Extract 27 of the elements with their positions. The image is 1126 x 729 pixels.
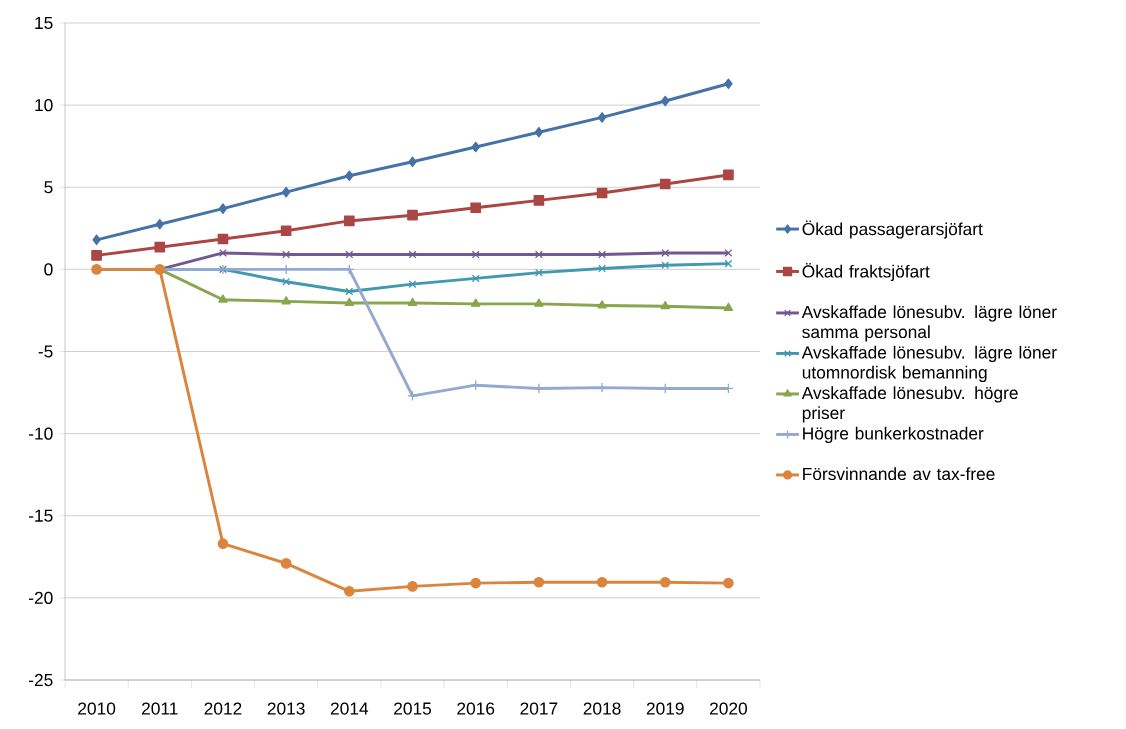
x-tick-label: 2017	[520, 702, 558, 715]
y-tick-label: 10	[35, 98, 53, 112]
x-tick-label: 2011	[142, 702, 178, 715]
x-tick-label: 2018	[583, 702, 621, 715]
x-tick-label: 2015	[394, 702, 432, 715]
y-tick-label: -20	[28, 591, 53, 605]
legend-label: Avskaffade lönesubv. högre priser	[801, 386, 1018, 423]
y-tick-label: -25	[28, 673, 53, 687]
legend-label: Avskaffade lönesubv. lägre löner utomnordisk bemanning	[801, 345, 1057, 383]
y-tick-label: 0	[44, 263, 53, 276]
y-tick-label: -5	[38, 345, 53, 358]
x-tick-label: 2020	[710, 702, 748, 715]
legend-label: Högre bunkerkostnader	[803, 426, 984, 444]
x-tick-label: 2014	[330, 702, 369, 715]
x-tick-label: 2016	[457, 702, 495, 715]
y-tick-label: 5	[44, 181, 53, 194]
x-tick-label: 2013	[267, 702, 305, 715]
x-tick-label: 2012	[204, 702, 242, 715]
y-tick-label: -10	[28, 427, 53, 440]
y-tick-label: 15	[35, 16, 53, 30]
x-tick-label: 2019	[646, 702, 684, 715]
y-tick-label: -15	[28, 509, 53, 522]
legend-label: Ökad passagerarsjöfart	[802, 220, 983, 239]
x-tick-label: 2010	[78, 702, 116, 715]
legend-label: Ökad fraktsjöfart	[802, 262, 930, 282]
legend-label: Avskaffade lönesubv. lägre löner samma personal	[801, 305, 1057, 342]
legend-label: Försvinnande av tax-free	[803, 467, 995, 481]
